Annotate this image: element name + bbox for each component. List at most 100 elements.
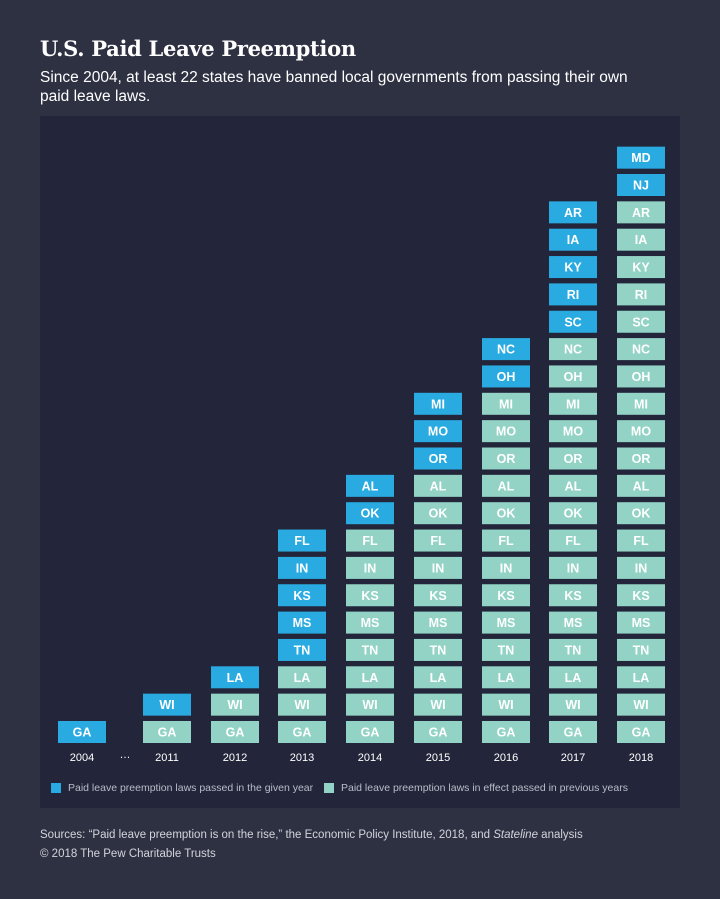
bar-cell-2017-ks: KS — [549, 584, 597, 607]
state-label: FL — [294, 534, 310, 548]
state-label: MS — [361, 616, 380, 630]
state-label: GA — [361, 726, 380, 740]
bar-cell-2018-ga: GA — [617, 721, 665, 743]
legend-item-new: Paid leave preemption laws passed in the… — [51, 782, 313, 794]
state-label: GA — [429, 726, 448, 740]
state-label: MD — [631, 151, 650, 165]
bar-cell-2015-ms: MS — [414, 611, 462, 634]
bar-cell-2016-nc: NC — [482, 338, 530, 361]
bar-segment — [617, 338, 665, 361]
state-label: RI — [635, 288, 648, 302]
bar-cell-2018-ar: AR — [617, 201, 665, 224]
bar-cell-2017-or: OR — [549, 447, 597, 470]
bar-segment — [414, 474, 462, 497]
bar-segment — [346, 721, 394, 743]
year-label-2017: 2017 — [561, 752, 585, 764]
state-label: AR — [632, 206, 650, 220]
state-label: IN — [567, 561, 580, 575]
bar-segment — [414, 666, 462, 689]
bar-cell-2018-ks: KS — [617, 584, 665, 607]
bar-segment — [549, 310, 597, 333]
bar-cell-2016-wi: WI — [482, 693, 530, 716]
bar-segment — [143, 721, 191, 743]
year-label-2004: 2004 — [70, 752, 94, 764]
bar-segment — [278, 611, 326, 634]
bar-segment — [617, 228, 665, 251]
bar-segment — [617, 201, 665, 224]
legend-swatch-new — [51, 783, 61, 793]
bar-cell-2018-or: OR — [617, 447, 665, 470]
bar-segment — [482, 721, 530, 743]
bar-segment — [549, 228, 597, 251]
bar-cell-2016-mo: MO — [482, 420, 530, 443]
bar-cell-2017-ga: GA — [549, 721, 597, 743]
state-label: GA — [158, 726, 177, 740]
state-label: FL — [498, 534, 514, 548]
bar-cell-2015-in: IN — [414, 556, 462, 579]
bar-segment — [617, 474, 665, 497]
state-label: FL — [565, 534, 581, 548]
state-label: OR — [497, 452, 516, 466]
bar-cell-2004-ga: GA — [58, 721, 106, 743]
bar-segment — [482, 447, 530, 470]
state-label: MI — [431, 397, 445, 411]
sources-italic: Stateline — [493, 829, 538, 841]
state-label: MI — [499, 397, 513, 411]
bar-segment — [346, 502, 394, 525]
state-label: OR — [429, 452, 448, 466]
bar-cell-2018-nj: NJ — [617, 174, 665, 196]
bar-segment — [617, 420, 665, 443]
bar-segment — [346, 556, 394, 579]
bar-cell-2017-al: AL — [549, 474, 597, 497]
bar-cell-2018-oh: OH — [617, 365, 665, 388]
state-label: IA — [567, 233, 580, 247]
bar-segment — [482, 556, 530, 579]
bar-segment — [617, 502, 665, 525]
bar-segment — [549, 693, 597, 716]
bar-cell-2017-oh: OH — [549, 365, 597, 388]
bar-cell-2017-tn: TN — [549, 638, 597, 661]
bar-cell-2012-wi: WI — [211, 693, 259, 716]
bar-segment — [549, 392, 597, 415]
bar-cell-2018-wi: WI — [617, 693, 665, 716]
bar-cell-2013-tn: TN — [278, 638, 326, 661]
bar-segment — [549, 638, 597, 661]
bar-cell-2018-ok: OK — [617, 502, 665, 525]
bar-segment — [549, 256, 597, 279]
bar-segment — [414, 392, 462, 415]
state-label: MO — [496, 425, 516, 439]
bar-cell-2015-ok: OK — [414, 502, 462, 525]
bar-cell-2014-la: LA — [346, 666, 394, 689]
bar-segment — [211, 666, 259, 689]
bar-cell-2017-sc: SC — [549, 310, 597, 333]
year-label-2014: 2014 — [358, 752, 382, 764]
bar-segment — [414, 502, 462, 525]
state-label: OH — [632, 370, 651, 384]
state-label: MS — [429, 616, 448, 630]
bar-cell-2017-ar: AR — [549, 201, 597, 224]
bar-segment — [617, 556, 665, 579]
bar-segment — [414, 721, 462, 743]
state-label: LA — [565, 671, 582, 685]
year-label-2011: 2011 — [155, 752, 179, 764]
bar-segment — [482, 502, 530, 525]
bar-cell-2018-nc: NC — [617, 338, 665, 361]
bar-segment — [549, 474, 597, 497]
state-label: AL — [498, 479, 515, 493]
bar-segment — [617, 283, 665, 306]
bar-cell-2012-la: LA — [211, 666, 259, 689]
state-label: MS — [632, 616, 651, 630]
bar-cell-2014-ms: MS — [346, 611, 394, 634]
state-label: NJ — [633, 179, 649, 193]
state-label: WI — [227, 698, 242, 712]
bar-cell-2017-wi: WI — [549, 693, 597, 716]
bar-cell-2018-mi: MI — [617, 392, 665, 415]
year-label-2015: 2015 — [426, 752, 450, 764]
bar-segment — [482, 666, 530, 689]
bar-segment — [549, 338, 597, 361]
state-label: AL — [565, 479, 582, 493]
bar-segment — [58, 721, 106, 743]
bar-cell-2017-fl: FL — [549, 529, 597, 552]
bar-cell-2014-wi: WI — [346, 693, 394, 716]
bar-cell-2018-ia: IA — [617, 228, 665, 251]
